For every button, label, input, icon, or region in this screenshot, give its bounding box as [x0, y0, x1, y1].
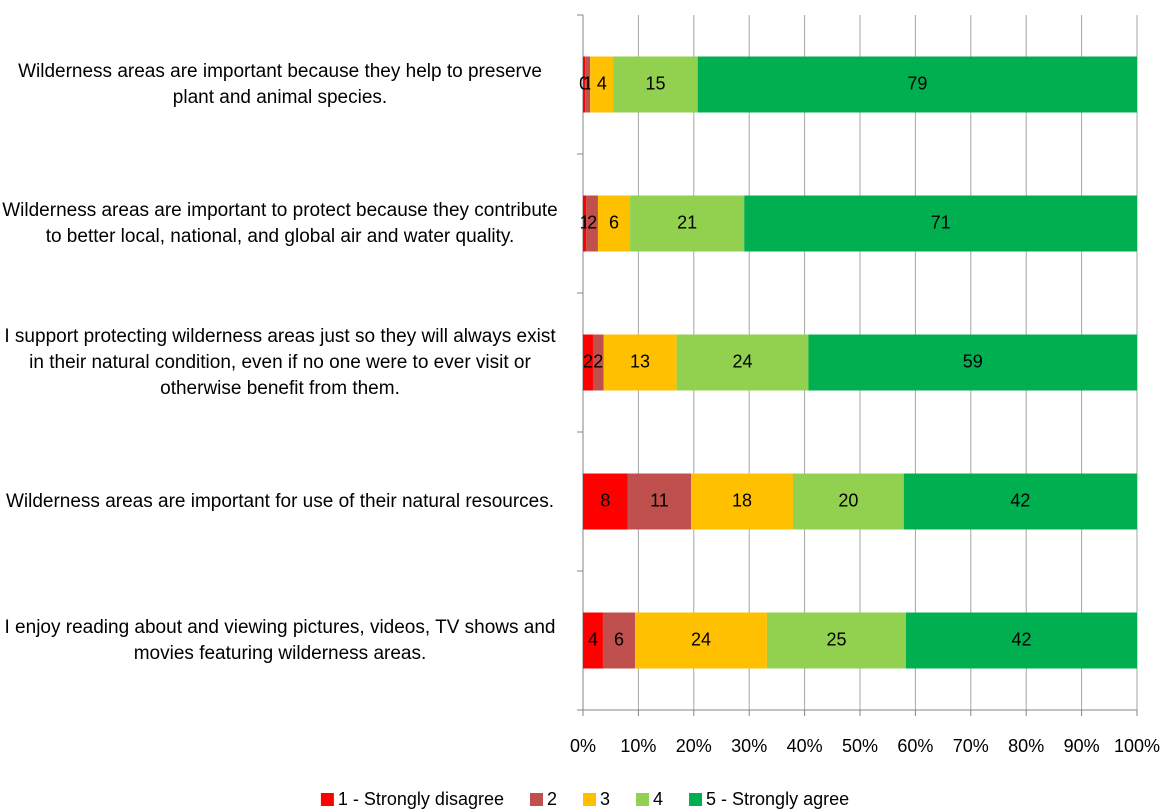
bar-segment: [697, 56, 1137, 113]
bar-segment: [592, 334, 604, 391]
x-tick-label: 100%: [1114, 736, 1160, 756]
legend-item: 1 - Strongly disagree: [320, 789, 504, 809]
data-label: 24: [691, 629, 711, 649]
legend-label: 4: [653, 789, 663, 809]
x-tick-label: 80%: [1008, 736, 1044, 756]
legend-swatch: [529, 793, 543, 806]
bar-segment: [744, 195, 1137, 252]
data-label: 25: [826, 629, 846, 649]
bar-segment: [583, 195, 587, 252]
bar-segment: [905, 612, 1137, 669]
legend-swatch: [583, 793, 596, 806]
bar-segment: [766, 612, 906, 669]
x-tick-label: 10%: [620, 736, 656, 756]
bar-segment: [808, 334, 1137, 391]
legend-label: 3: [600, 789, 610, 809]
data-label: 24: [733, 351, 753, 371]
bar-segment: [583, 56, 586, 113]
bar-segment: [597, 195, 631, 252]
data-label: 79: [907, 73, 927, 93]
data-label: 42: [1010, 490, 1030, 510]
data-label: 1: [583, 73, 593, 93]
data-label: 20: [838, 490, 858, 510]
x-tick-label: 40%: [787, 736, 823, 756]
data-label: 21: [677, 212, 697, 232]
legend-item: 2: [529, 789, 557, 809]
category-label: Wilderness areas are important to protec…: [2, 199, 558, 247]
bar-segment: [585, 56, 591, 113]
bar-segment: [586, 195, 598, 252]
legend-item: 5 - Strongly agree: [689, 789, 849, 809]
data-label: 0: [579, 73, 589, 93]
data-label: 59: [963, 351, 983, 371]
category-label: I enjoy reading about and viewing pictur…: [4, 616, 556, 664]
x-tick-label: 50%: [842, 736, 878, 756]
data-label: 1: [580, 212, 590, 232]
legend-item: 4: [636, 789, 663, 809]
legend-swatch: [689, 793, 703, 806]
legend-swatch: [320, 793, 334, 806]
bar-segment: [630, 195, 745, 252]
bar-segment: [603, 334, 677, 391]
legend-label: 1 - Strongly disagree: [338, 789, 504, 809]
bar-segment: [583, 612, 603, 669]
x-tick-label: 30%: [731, 736, 767, 756]
x-tick-label: 20%: [676, 736, 712, 756]
category-label: Wilderness areas are important for use o…: [5, 490, 555, 512]
bar-segment: [583, 473, 628, 530]
data-label: 13: [630, 351, 650, 371]
bar-segment: [676, 334, 809, 391]
bar-segment: [602, 612, 636, 669]
bar-segment: [590, 56, 614, 113]
legend-label: 2: [547, 789, 557, 809]
data-label: 6: [609, 212, 619, 232]
data-label: 15: [646, 73, 666, 93]
data-label: 71: [931, 212, 951, 232]
legend-swatch: [636, 793, 650, 806]
data-label: 8: [600, 490, 610, 510]
data-label: 6: [614, 629, 624, 649]
bar-segment: [691, 473, 793, 530]
data-label: 18: [732, 490, 752, 510]
bar-segment: [583, 334, 593, 391]
data-label: 11: [650, 490, 669, 510]
bar-segment: [903, 473, 1137, 530]
bar-segment: [613, 56, 698, 113]
x-tick-label: 0%: [570, 736, 596, 756]
legend-label: 5 - Strongly agree: [706, 789, 849, 809]
category-label: I support protecting wilderness areas ju…: [4, 325, 556, 399]
data-label: 2: [587, 212, 597, 232]
category-label: Wilderness areas are important because t…: [18, 60, 542, 108]
legend-item: 3: [583, 789, 610, 809]
data-label: 42: [1011, 629, 1031, 649]
data-label: 2: [583, 351, 593, 371]
x-tick-label: 90%: [1064, 736, 1100, 756]
bar-segment: [627, 473, 692, 530]
data-label: 4: [588, 629, 598, 649]
x-tick-label: 60%: [897, 736, 933, 756]
data-label: 4: [597, 73, 607, 93]
bar-segment: [792, 473, 904, 530]
x-tick-label: 70%: [953, 736, 989, 756]
bar-segment: [635, 612, 767, 669]
data-label: 2: [593, 351, 603, 371]
